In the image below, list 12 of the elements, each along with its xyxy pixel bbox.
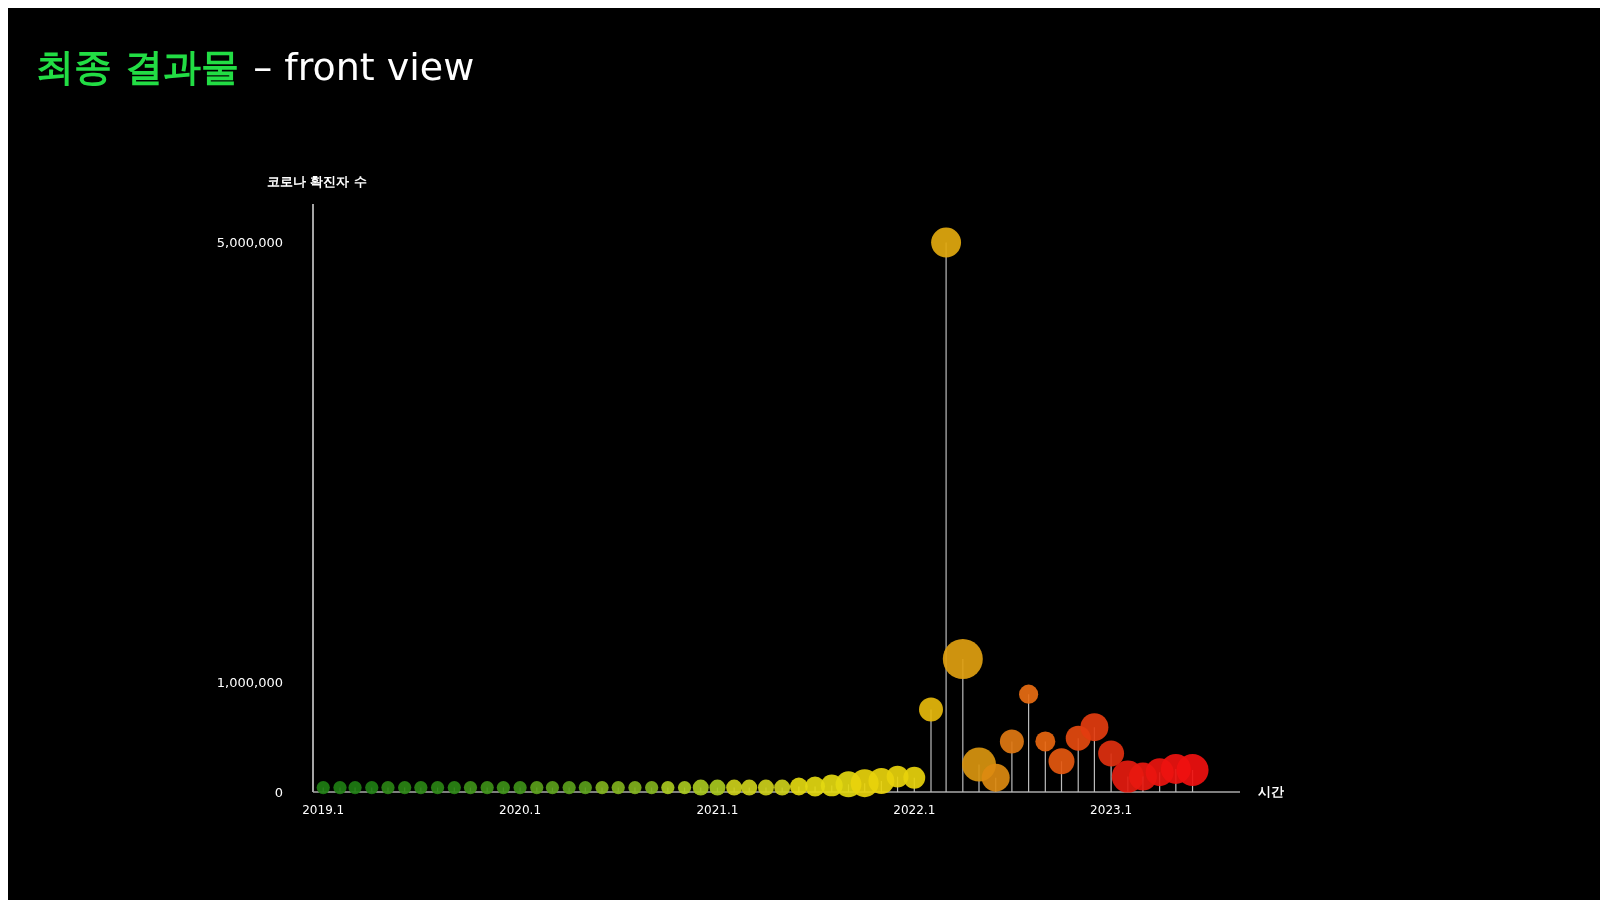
x-tick-label: 2023.1 <box>1090 803 1133 817</box>
chart-subtitle: – front view <box>253 45 475 89</box>
x-tick-label: 2020.1 <box>499 803 542 817</box>
y-tick-label: 5,000,000 <box>216 235 283 251</box>
chart-title: 최종 결과물 <box>36 45 240 89</box>
x-tick-label: 2021.1 <box>696 803 739 817</box>
y-axis-title: 코로나 확진자 수 <box>266 174 368 189</box>
x-tick-label: 2019.1 <box>302 803 345 817</box>
y-tick-label: 0 <box>274 784 283 800</box>
x-tick-label: 2022.1 <box>893 803 936 817</box>
y-tick-label: 1,000,000 <box>216 674 283 690</box>
x-axis-title: 시간 <box>1258 784 1284 799</box>
